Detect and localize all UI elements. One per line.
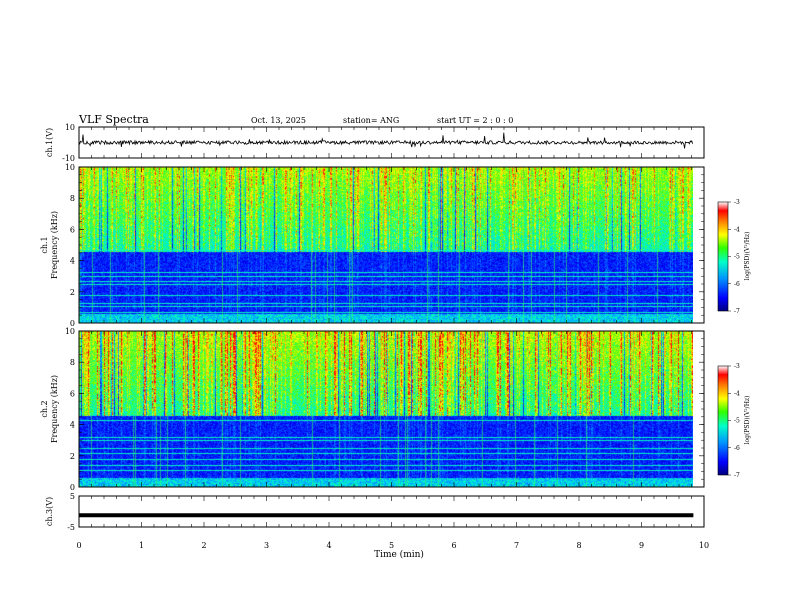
x-tick-label: 1 (139, 541, 144, 550)
x-tick-label: 4 (326, 541, 331, 550)
ch1-colorbar-ticks: -3 -4 -5 -6 -7 (728, 199, 740, 315)
time-axis-tick-labels: 0 1 2 3 4 5 6 7 8 9 10 (76, 541, 709, 550)
y-tick-label: 8 (70, 358, 75, 367)
ch1-spectrogram-panel: 0 2 4 6 8 10 ch.1 Frequency (kHz) -3 -4 -5 -6 -7 … (40, 163, 751, 328)
start-ut-label: start UT = 2 : 0 : 0 (437, 116, 513, 125)
ch1-spectrogram-channel-label: ch.1 (40, 236, 49, 253)
ch1-ytick-bottom: -10 (62, 154, 75, 163)
ch1-spectrogram-ytick-labels: 0 2 4 6 8 10 (65, 163, 75, 328)
figure-title: VLF Spectra (78, 113, 149, 126)
x-tick-label: 7 (514, 541, 519, 550)
colorbar-tick-label: -4 (734, 226, 740, 233)
ch1-waveform-ylabel: ch.1(V) (45, 128, 54, 157)
y-tick-label: 10 (65, 327, 75, 336)
y-tick-label: 0 (70, 319, 75, 328)
ch2-colorbar: -3 -4 -5 -6 -7 log(PSD)(V²/Hz) (717, 363, 751, 479)
ch1-waveform-ticks (78, 127, 705, 158)
ch2-colorbar-label: log(PSD)(V²/Hz) (744, 396, 751, 445)
ch1-waveform-panel: 10 -10 ch.1(V) (45, 123, 705, 163)
ch3-waveform-panel: 5 -5 ch.3(V) (45, 492, 705, 532)
station-label: station= ANG (343, 116, 399, 125)
y-tick-label: 4 (70, 421, 75, 430)
time-axis-label: Time (min) (374, 549, 424, 560)
ch2-spectrogram-ytick-labels: 0 2 4 6 8 10 (65, 327, 75, 492)
ch1-colorbar: -3 -4 -5 -6 -7 log(PSD)(V²/Hz) (717, 199, 751, 315)
ch3-waveform-ticks (78, 496, 705, 527)
colorbar-tick-label: -3 (734, 363, 740, 370)
date-label: Oct. 13, 2025 (251, 116, 306, 125)
colorbar-tick-label: -3 (734, 199, 740, 206)
x-tick-label: 0 (76, 541, 81, 550)
y-tick-label: 6 (70, 225, 75, 234)
ch2-spectrogram-ticks (78, 330, 705, 488)
ch1-spectrogram-image (79, 167, 693, 323)
y-tick-label: 4 (70, 257, 75, 266)
ch3-ytick-bottom: -5 (67, 523, 75, 532)
y-tick-label: 2 (70, 288, 75, 297)
x-tick-label: 6 (451, 541, 456, 550)
ch2-frequency-axis-label: Frequency (kHz) (50, 375, 59, 443)
x-tick-label: 5 (389, 541, 394, 550)
spectrogram-raster (79, 331, 693, 487)
ch2-spectrogram-panel: 0 2 4 6 8 10 ch.2 Frequency (kHz) -3 -4 -5 -6 -7 … (40, 327, 751, 492)
x-tick-label: 8 (576, 541, 581, 550)
ch1-frequency-axis-label: Frequency (kHz) (50, 211, 59, 279)
y-tick-label: 10 (65, 163, 75, 172)
ch2-colorbar-ticks: -3 -4 -5 -6 -7 (728, 363, 740, 479)
ch2-spectrogram-image (79, 331, 693, 487)
ch1-spectrogram-ticks (78, 166, 705, 324)
x-tick-label: 10 (699, 541, 709, 550)
ch1-colorbar-label: log(PSD)(V²/Hz) (744, 232, 751, 281)
y-tick-label: 8 (70, 194, 75, 203)
ch3-ytick-top: 5 (70, 492, 75, 501)
ch2-spectrogram-channel-label: ch.2 (40, 400, 49, 417)
ch3-waveform-ylabel: ch.3(V) (45, 497, 54, 526)
colorbar-tick-label: -7 (734, 472, 740, 479)
colorbar-tick-label: -7 (734, 308, 740, 315)
y-tick-label: 0 (70, 483, 75, 492)
x-tick-label: 9 (639, 541, 644, 550)
x-tick-label: 2 (201, 541, 206, 550)
colorbar-tick-label: -5 (734, 418, 740, 425)
ch1-colorbar-scale (717, 201, 729, 312)
y-tick-label: 2 (70, 452, 75, 461)
colorbar-tick-label: -5 (734, 254, 740, 261)
colorbar-tick-label: -4 (734, 390, 740, 397)
colorbar-tick-label: -6 (734, 281, 740, 288)
x-tick-label: 3 (264, 541, 269, 550)
spectrogram-raster (79, 167, 693, 323)
ch1-waveform-trace (78, 132, 693, 149)
y-tick-label: 6 (70, 389, 75, 398)
colorbar-tick-label: -6 (734, 445, 740, 452)
ch2-colorbar-scale (717, 365, 729, 476)
ch1-ytick-top: 10 (65, 123, 75, 132)
